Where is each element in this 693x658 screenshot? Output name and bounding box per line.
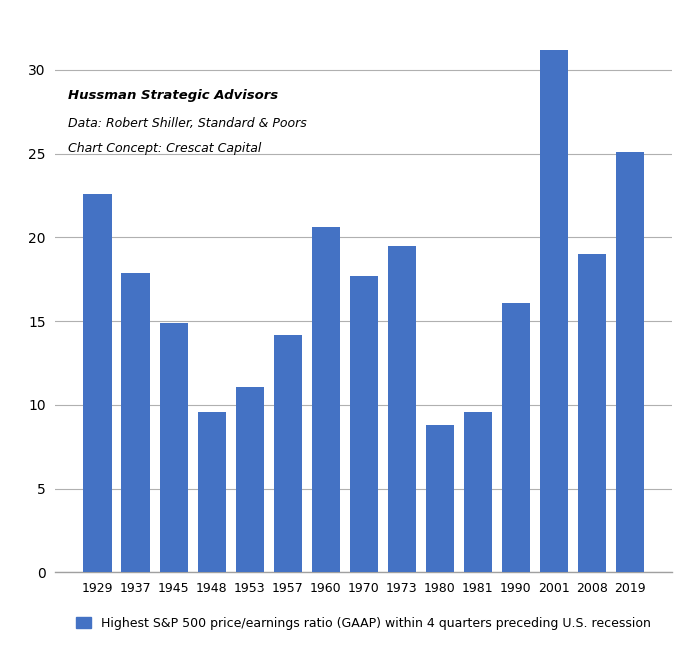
- Text: Chart Concept: Crescat Capital: Chart Concept: Crescat Capital: [68, 142, 261, 155]
- Bar: [464, 412, 492, 572]
- Bar: [426, 425, 454, 572]
- Bar: [387, 246, 416, 572]
- Bar: [540, 50, 568, 572]
- Bar: [349, 276, 378, 572]
- Bar: [615, 152, 644, 572]
- Bar: [312, 228, 340, 572]
- Bar: [274, 335, 302, 572]
- Bar: [198, 412, 226, 572]
- Bar: [121, 272, 150, 572]
- Bar: [159, 323, 188, 572]
- Text: Data: Robert Shiller, Standard & Poors: Data: Robert Shiller, Standard & Poors: [68, 117, 306, 130]
- Bar: [578, 254, 606, 572]
- Bar: [236, 386, 264, 572]
- Bar: [502, 303, 530, 572]
- Text: Hussman Strategic Advisors: Hussman Strategic Advisors: [68, 89, 278, 101]
- Legend: Highest S&P 500 price/earnings ratio (GAAP) within 4 quarters preceding U.S. rec: Highest S&P 500 price/earnings ratio (GA…: [76, 617, 651, 630]
- Bar: [83, 194, 112, 572]
